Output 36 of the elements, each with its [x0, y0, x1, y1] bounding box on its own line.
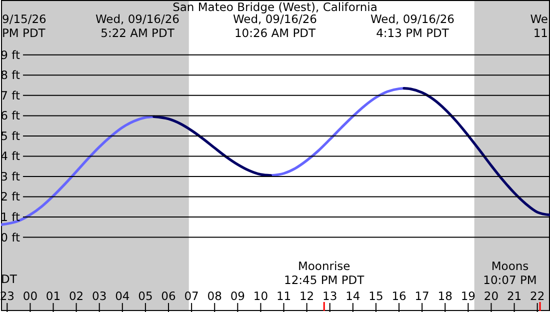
x-tick-label: 18 [438, 289, 452, 303]
annotation: Wed, 09/16/26 4:13 PM PDT [369, 12, 456, 40]
ref-line-label: Moons 10:07 PM [483, 259, 537, 287]
annotation: Wed, 09/16/26 5:22 AM PDT [94, 12, 181, 40]
y-tick-label: 7 ft [0, 88, 20, 102]
x-tick-label: 06 [161, 289, 176, 303]
x-tick-label: 08 [207, 289, 222, 303]
x-axis-title: DT [1, 272, 17, 286]
x-tick-label: 01 [46, 289, 61, 303]
x-tick-label: 13 [322, 289, 338, 303]
x-tick-label: 00 [22, 289, 38, 303]
annotation: 9/15/26 PM PDT [2, 12, 46, 40]
x-tick-label: 20 [484, 289, 499, 303]
y-tick-label: 3 ft [0, 169, 20, 184]
x-tick-label: 04 [115, 289, 130, 303]
x-tick-label: 22 [530, 289, 545, 303]
x-tick-label: 16 [392, 289, 406, 303]
x-tick-label: 07 [184, 289, 199, 303]
x-tick-label: 19 [460, 289, 476, 303]
y-tick-label: 5 ft [0, 128, 20, 143]
x-tick-label: 12 [299, 289, 314, 303]
x-tick-label: 21 [506, 289, 522, 303]
x-tick-label: 09 [230, 289, 245, 303]
chart-title: San Mateo Bridge (West), California [172, 0, 378, 14]
x-tick-label: 05 [138, 289, 153, 303]
x-tick-label: 14 [346, 289, 360, 303]
annotation: We 11 [530, 12, 548, 40]
x-tick-label: 10 [253, 289, 268, 303]
x-tick-label: 17 [414, 289, 430, 303]
ref-line-label: Moonrise 12:45 PM PDT [284, 259, 366, 287]
x-tick-label: 02 [68, 289, 84, 303]
x-tick-label: 11 [276, 289, 292, 303]
x-tick-label: 15 [368, 289, 384, 303]
y-tick-label: 1 ft [0, 210, 20, 224]
x-tick-label: 03 [92, 289, 107, 303]
annotation: Wed, 09/16/26 10:26 AM PDT [232, 12, 318, 40]
